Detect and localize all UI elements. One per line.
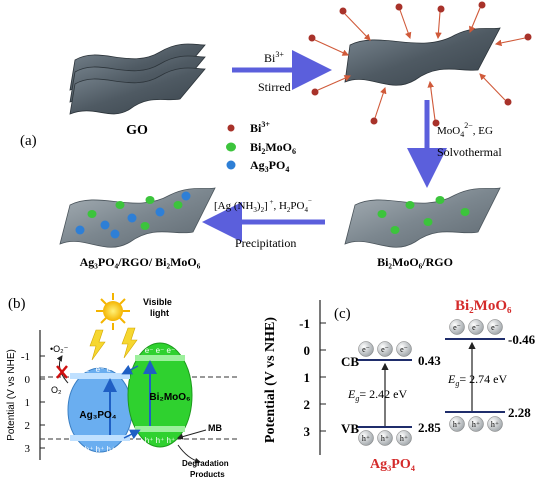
bi2moo6-rgo-sheet	[344, 187, 501, 248]
svg-text:1: 1	[304, 370, 311, 385]
step3-reagent: [Ag (NH3)2] +, H2PO4−	[214, 197, 312, 214]
ag3po4-electrons: e⁻ e⁻ e⁻	[85, 365, 115, 374]
legend-bi2moo6: Bi2MoO6	[250, 140, 296, 156]
bi2moo6-cb-band	[135, 355, 185, 361]
panel-b-label: (b)	[8, 296, 26, 312]
ag3po4-hole-balls: h⁺ h⁺ h⁺	[358, 430, 412, 446]
bi2moo6-electron-balls: e⁻ e⁻ e⁻	[449, 319, 503, 335]
bi2moo6-hole-balls: h⁺ h⁺ h⁺	[449, 416, 503, 432]
cb-label: CB	[341, 354, 359, 369]
panel-b: (b) Potential (V vs NHE) -1 0 1 2 3	[6, 293, 240, 479]
step3-condition: Precipitation	[235, 236, 296, 250]
svg-text:2: 2	[304, 397, 311, 412]
degradation-label-2: Products	[190, 470, 225, 479]
o2-label: O₂	[51, 385, 62, 395]
step1-reagent: Bi3+	[264, 50, 284, 65]
legend-bi-ion-marker	[227, 124, 235, 132]
bi2moo6-particles	[377, 196, 470, 234]
svg-text:-1: -1	[21, 351, 30, 363]
final-composite-sheet	[59, 187, 216, 248]
bi2moo6-eg: Eg= 2.74 eV	[447, 372, 507, 388]
legend-bi2moo6-marker	[226, 142, 236, 152]
legend-bi-ion: Bi3+	[250, 120, 270, 135]
blocked-cross-icon	[56, 365, 68, 379]
ag3po4-label-b: Ag₃PO₄	[79, 410, 116, 421]
svg-text:-1: -1	[299, 316, 310, 331]
visible-light-label-1: Visible	[143, 297, 172, 307]
visible-light-label-2: light	[150, 308, 169, 318]
svg-text:3: 3	[25, 443, 31, 455]
ag3po4-cb-band	[70, 373, 130, 379]
step2-reagent: MoO42−, EG	[437, 121, 493, 139]
lightning-icons	[89, 327, 138, 361]
svg-text:e⁻: e⁻	[400, 345, 408, 354]
ag3po4-electron-balls: e⁻ e⁻ e⁻	[358, 341, 412, 357]
svg-text:1: 1	[25, 397, 31, 409]
bi2moo6-name-c: Bi₂MoO₆	[455, 298, 512, 314]
svg-text:e⁻: e⁻	[453, 323, 461, 332]
svg-text:e⁻: e⁻	[472, 323, 480, 332]
svg-text:e⁻: e⁻	[381, 345, 389, 354]
go-label: GO	[126, 123, 148, 138]
hole-transfer-arrow	[123, 429, 141, 440]
mb-label: MB	[208, 423, 222, 433]
final-product-label: Ag₃PO₄/RGO/ Bi₂MoO₆	[80, 255, 201, 269]
superoxide-label: •O₂⁻	[50, 344, 69, 354]
ag3po4-name-c: Ag₃PO₄	[370, 457, 416, 472]
bi2moo6-label-b: Bi₂MoO₆	[149, 392, 190, 403]
composite-particles	[75, 191, 191, 239]
svg-text:0: 0	[304, 343, 311, 358]
electron-transfer-arrow	[121, 364, 139, 375]
panel-c-label: (c)	[334, 306, 351, 322]
bi-ions	[308, 1, 532, 127]
sun-icon	[96, 293, 130, 330]
mb-arrow	[177, 429, 207, 440]
ag3po4-eg: Eg= 2.42 eV	[347, 387, 407, 403]
panel-c-y-axis-label: Potential (V vs NHE)	[263, 317, 278, 443]
bi2moo6-electrons: e⁻ e⁻ e⁻	[145, 346, 175, 355]
svg-text:h⁺: h⁺	[472, 420, 480, 429]
svg-text:3: 3	[304, 424, 311, 439]
svg-text:h⁺: h⁺	[491, 420, 499, 429]
ag3po4-cb-value: 0.43	[418, 353, 441, 368]
svg-text:e⁻: e⁻	[491, 323, 499, 332]
panel-b-ticks: -1 0 1 2 3	[21, 351, 45, 455]
ag3po4-vb-band	[70, 435, 130, 441]
vb-label: VB	[341, 421, 359, 436]
bi2moo6-cb-value: -0.46	[508, 332, 536, 347]
svg-text:h⁺: h⁺	[453, 420, 461, 429]
bi2moo6-rgo-label: Bi₂MoO₆/RGO	[377, 255, 453, 269]
degradation-arrow	[177, 444, 201, 464]
panel-b-y-axis-label: Potential (V vs NHE)	[6, 349, 17, 441]
svg-text:2: 2	[25, 420, 31, 432]
svg-text:h⁺: h⁺	[400, 434, 408, 443]
legend-ag3po4: Ag3PO4	[250, 158, 289, 174]
legend-ag3po4-marker	[226, 160, 236, 170]
bi-ion-arrows	[314, 7, 526, 121]
panel-c-ticks: -1 0 1 2 3	[299, 316, 326, 439]
bi2moo6-holes: h⁺ h⁺ h⁺	[145, 436, 175, 445]
step2-condition: Solvothermal	[437, 145, 502, 159]
step1-condition: Stirred	[258, 80, 291, 94]
degradation-label-1: Degradation	[182, 459, 229, 468]
ag3po4-holes: h⁺ h⁺ h⁺	[85, 445, 115, 454]
panel-a-label: (a)	[20, 133, 37, 149]
go-sheets	[69, 43, 206, 115]
panel-c: (c) Potential (V vs NHE) -1 0 1 2 3 CB V…	[263, 298, 536, 472]
bi2moo6-vb-value: 2.28	[508, 405, 531, 420]
svg-text:h⁺: h⁺	[381, 434, 389, 443]
svg-text:0: 0	[25, 374, 31, 386]
ag3po4-vb-value: 2.85	[418, 420, 441, 435]
legend-a: Bi3+ Bi2MoO6 Ag3PO4	[226, 120, 296, 174]
bi-adsorbed-sheet	[308, 1, 532, 127]
bi2moo6-vb-band	[135, 426, 185, 432]
panel-a: GO Bi3+ Stirred	[20, 1, 532, 269]
svg-text:h⁺: h⁺	[362, 434, 370, 443]
svg-text:e⁻: e⁻	[362, 345, 370, 354]
